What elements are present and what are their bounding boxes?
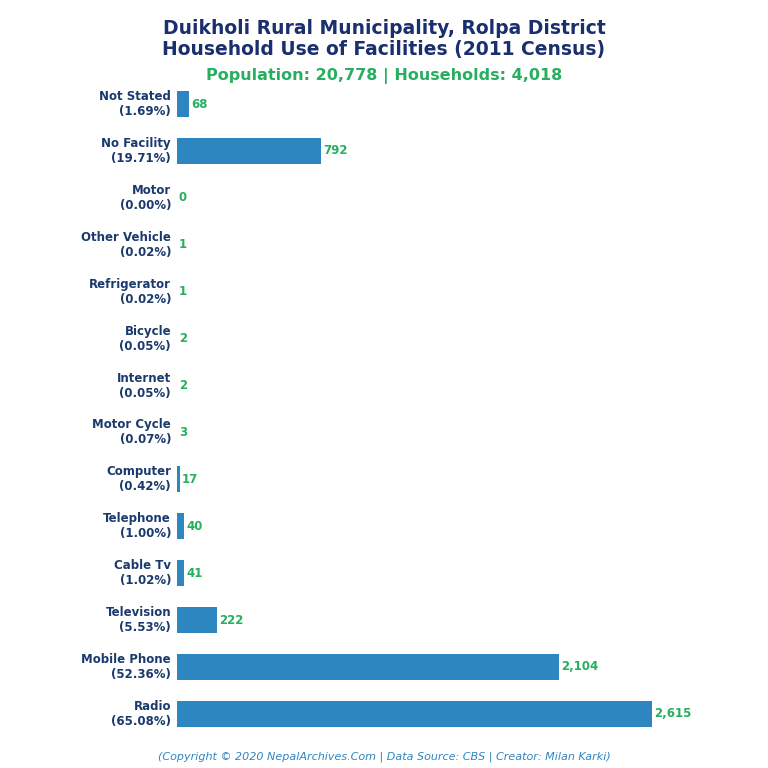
Text: Household Use of Facilities (2011 Census): Household Use of Facilities (2011 Census… bbox=[163, 40, 605, 59]
Text: Population: 20,778 | Households: 4,018: Population: 20,778 | Households: 4,018 bbox=[206, 68, 562, 84]
Bar bbox=[177, 513, 184, 539]
Bar bbox=[177, 607, 217, 633]
Text: 1: 1 bbox=[179, 285, 187, 298]
Text: 17: 17 bbox=[182, 473, 198, 486]
Text: 2,615: 2,615 bbox=[654, 707, 691, 720]
Text: Duikholi Rural Municipality, Rolpa District: Duikholi Rural Municipality, Rolpa Distr… bbox=[163, 19, 605, 38]
Text: 40: 40 bbox=[186, 520, 203, 533]
Bar bbox=[177, 91, 189, 117]
Bar bbox=[177, 654, 559, 680]
Text: 68: 68 bbox=[191, 98, 207, 111]
Text: 3: 3 bbox=[180, 426, 187, 439]
Text: 0: 0 bbox=[179, 191, 187, 204]
Text: (Copyright © 2020 NepalArchives.Com | Data Source: CBS | Creator: Milan Karki): (Copyright © 2020 NepalArchives.Com | Da… bbox=[157, 751, 611, 762]
Text: 41: 41 bbox=[187, 567, 203, 580]
Bar bbox=[177, 466, 180, 492]
Text: 222: 222 bbox=[219, 614, 243, 627]
Bar bbox=[177, 560, 184, 586]
Text: 2: 2 bbox=[179, 332, 187, 345]
Text: 1: 1 bbox=[179, 238, 187, 251]
Text: 792: 792 bbox=[323, 144, 347, 157]
Text: 2,104: 2,104 bbox=[561, 660, 598, 674]
Bar bbox=[177, 701, 652, 727]
Text: 2: 2 bbox=[179, 379, 187, 392]
Bar bbox=[177, 138, 320, 164]
